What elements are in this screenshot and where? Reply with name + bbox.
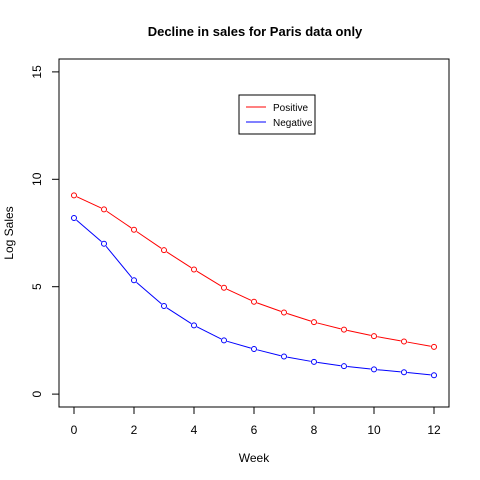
line-segment [256, 302, 282, 312]
line-segment [287, 356, 311, 362]
series-layer [71, 192, 437, 379]
line-segment [166, 251, 192, 269]
line-segment [136, 282, 162, 305]
data-point [161, 247, 167, 254]
line-segment [377, 369, 401, 373]
data-point [221, 337, 227, 344]
data-point [191, 322, 197, 329]
data-point [251, 298, 257, 305]
legend-label-negative: Negative [273, 118, 313, 129]
line-segment [377, 336, 401, 342]
series-negative [71, 214, 437, 379]
y-axis-label: Log Sales [2, 206, 16, 259]
series-positive [71, 192, 437, 350]
data-point [281, 309, 287, 316]
x-tick-label: 4 [191, 423, 198, 437]
line-segment [196, 270, 222, 287]
line-segment [257, 349, 281, 357]
data-point [371, 366, 377, 373]
data-point [131, 226, 137, 233]
data-point [101, 240, 107, 247]
x-tick-label: 8 [311, 423, 318, 437]
data-point [401, 369, 407, 376]
data-point [131, 277, 137, 284]
x-tick-label: 0 [71, 423, 78, 437]
data-point [221, 284, 227, 291]
y-tick-label: 0 [30, 390, 44, 397]
data-point [71, 192, 77, 199]
line-segment [105, 245, 133, 279]
x-axis: 0 2 4 6 8 10 12 [71, 406, 441, 437]
data-point [251, 346, 257, 352]
data-point [311, 358, 317, 365]
x-tick-label: 10 [367, 423, 381, 437]
line-segment [166, 307, 192, 325]
data-point [341, 363, 347, 370]
line-segment [347, 366, 371, 370]
line-segment [76, 196, 102, 209]
line-segment [76, 219, 102, 242]
line-segment [226, 288, 252, 301]
x-tick-label: 2 [131, 423, 138, 437]
x-tick-label: 12 [427, 423, 441, 437]
data-point [431, 372, 437, 379]
data-point [431, 343, 437, 350]
line-segment [227, 340, 251, 349]
line-segment [317, 322, 341, 330]
line-segment [407, 341, 431, 347]
data-point [401, 338, 407, 345]
line-segment [196, 326, 222, 340]
y-tick-label: 10 [30, 172, 44, 186]
data-point [281, 353, 287, 360]
line-segment [106, 210, 132, 229]
y-tick-label: 15 [30, 65, 44, 79]
data-point [311, 319, 317, 326]
data-point [371, 333, 377, 340]
line-segment [347, 329, 371, 336]
x-axis-label: Week [239, 451, 270, 465]
chart-title: Decline in sales for Paris data only [148, 24, 363, 39]
data-point [71, 214, 77, 221]
y-tick-label: 5 [30, 283, 44, 290]
data-point [101, 206, 107, 213]
y-axis: 0 5 10 15 [30, 65, 60, 397]
line-segment [317, 361, 341, 367]
legend: Positive Negative [238, 94, 316, 135]
legend-label-positive: Positive [273, 103, 308, 114]
x-tick-label: 6 [251, 423, 258, 437]
data-point [191, 266, 197, 273]
line-segment [286, 313, 312, 322]
data-point [341, 326, 347, 333]
line-segment [407, 372, 431, 376]
legend-box [238, 94, 316, 135]
data-point [161, 303, 167, 310]
line-segment [136, 231, 162, 249]
